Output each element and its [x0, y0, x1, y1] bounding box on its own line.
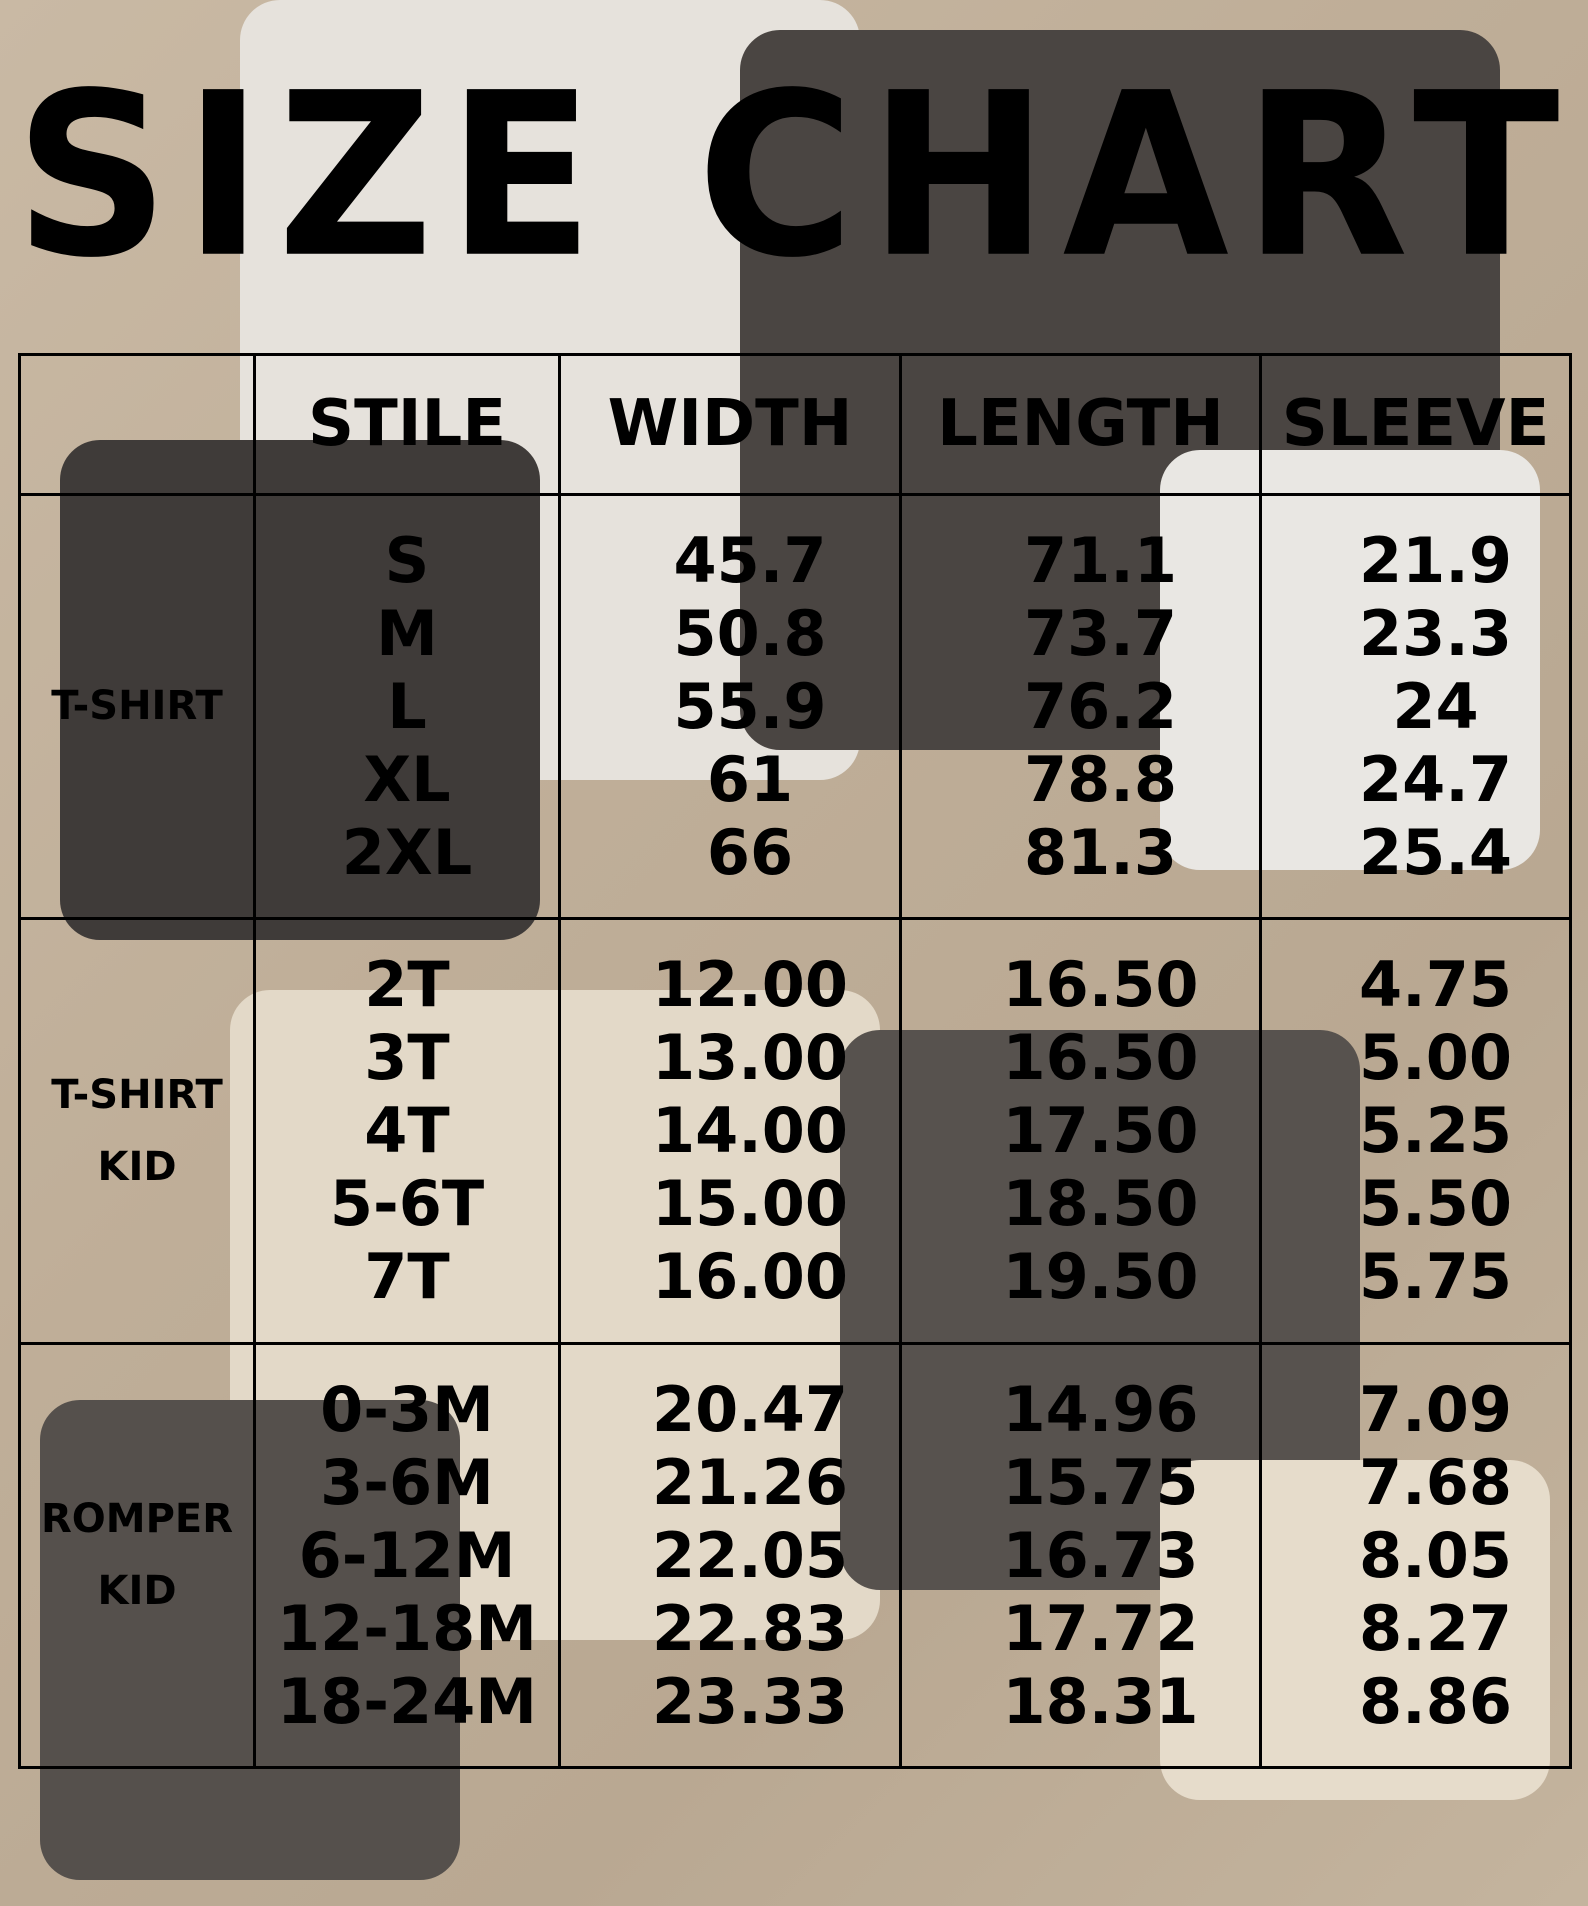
table-value: 7T — [364, 1240, 450, 1314]
group-label: ROMPER KID — [18, 1341, 256, 1769]
table-value: M — [376, 596, 438, 670]
table-value: 4T — [364, 1094, 450, 1168]
table-value: 24 — [1392, 669, 1479, 743]
column-header: SLEEVE — [1259, 353, 1572, 496]
column-header: STILE — [253, 353, 561, 496]
table-value: 18.31 — [1002, 1664, 1199, 1738]
table-value: 76.2 — [1024, 669, 1177, 743]
table-value: 4.75 — [1359, 948, 1512, 1022]
table-value: 22.05 — [651, 1518, 849, 1592]
table-value: 14.00 — [651, 1094, 849, 1168]
table-value: 50.8 — [673, 596, 827, 670]
table-value: 3T — [364, 1021, 450, 1095]
table-value: 13.00 — [651, 1021, 849, 1095]
table-value: S — [384, 523, 430, 597]
table-value: 6-12M — [298, 1518, 516, 1592]
column-cell: 20.47 21.26 22.05 22.83 23.33 — [558, 1341, 902, 1769]
table-value: 16.00 — [651, 1240, 849, 1314]
column-cell: 45.7 50.8 55.9 61 66 — [558, 492, 902, 921]
table-value: 20.47 — [651, 1372, 849, 1446]
table-value: 16.50 — [1002, 948, 1199, 1022]
table-value: L — [387, 669, 427, 743]
corner-cell — [18, 353, 256, 496]
table-value: 5.75 — [1359, 1240, 1512, 1314]
table-value: 55.9 — [673, 669, 827, 743]
table-value: 71.1 — [1024, 523, 1177, 597]
table-value: 2XL — [341, 815, 473, 889]
table-value: 5.00 — [1359, 1021, 1512, 1095]
table-value: 5.25 — [1359, 1094, 1512, 1168]
table-value: 15.00 — [651, 1167, 849, 1241]
table-value: 19.50 — [1002, 1240, 1199, 1314]
table-value: 61 — [706, 742, 794, 816]
column-cell: S M L XL 2XL — [253, 492, 561, 921]
column-cell: 0-3M 3-6M 6-12M 12-18M 18-24M — [253, 1341, 561, 1769]
group-row: T-SHIRT S M L XL 2XL 45.7 50.8 55.9 61 66 71.1 73.7 7… — [18, 492, 1572, 921]
table-value: 23.33 — [651, 1664, 849, 1738]
table-value: 78.8 — [1024, 742, 1177, 816]
column-cell: 71.1 73.7 76.2 78.8 81.3 — [899, 492, 1262, 921]
table-value: 17.50 — [1002, 1094, 1199, 1168]
table-value: XL — [363, 742, 451, 816]
table-value: 17.72 — [1002, 1591, 1199, 1665]
table-value: 8.05 — [1359, 1518, 1512, 1592]
table-value: 3-6M — [320, 1445, 494, 1519]
column-cell: 14.96 15.75 16.73 17.72 18.31 — [899, 1341, 1262, 1769]
table-value: 8.86 — [1359, 1664, 1512, 1738]
column-cell: 16.50 16.50 17.50 18.50 19.50 — [899, 917, 1262, 1345]
table-value: 5-6T — [329, 1167, 485, 1241]
table-value: 23.3 — [1359, 596, 1512, 670]
table-value: 66 — [706, 815, 794, 889]
page-title: SIZE CHART — [14, 43, 1574, 308]
table-value: 24.7 — [1359, 742, 1512, 816]
table-value: 22.83 — [651, 1591, 849, 1665]
table-value: 18-24M — [277, 1664, 537, 1738]
column-cell: 4.75 5.00 5.25 5.50 5.75 — [1259, 917, 1572, 1345]
table-value: 45.7 — [673, 523, 827, 597]
column-cell: 21.9 23.3 24 24.7 25.4 — [1259, 492, 1572, 921]
table-value: 8.27 — [1359, 1591, 1512, 1665]
column-cell: 7.09 7.68 8.05 8.27 8.86 — [1259, 1341, 1572, 1769]
table-value: 21.9 — [1359, 523, 1512, 597]
group-row: ROMPER KID 0-3M 3-6M 6-12M 12-18M 18-24M 20.47 2… — [18, 1341, 1572, 1769]
table-value: 14.96 — [1002, 1372, 1199, 1446]
table-value: 81.3 — [1024, 815, 1177, 889]
group-row: T-SHIRT KID 2T 3T 4T 5-6T 7T 12.00 13.00 14.00 15.… — [18, 917, 1572, 1345]
table-value: 21.26 — [651, 1445, 849, 1519]
table-value: 5.50 — [1359, 1167, 1512, 1241]
table-value: 7.09 — [1359, 1372, 1512, 1446]
size-table: STILE WIDTH LENGTH SLEEVE T-SHIRT S M L XL 2X… — [18, 353, 1572, 1769]
column-header: WIDTH — [558, 353, 902, 496]
column-header: LENGTH — [899, 353, 1262, 496]
group-label: T-SHIRT — [18, 492, 256, 921]
group-label: T-SHIRT KID — [18, 917, 256, 1345]
table-value: 12.00 — [651, 948, 849, 1022]
table-value: 73.7 — [1024, 596, 1177, 670]
table-value: 16.50 — [1002, 1021, 1199, 1095]
column-cell: 2T 3T 4T 5-6T 7T — [253, 917, 561, 1345]
table-value: 7.68 — [1359, 1445, 1512, 1519]
table-value: 12-18M — [277, 1591, 537, 1665]
header-row: STILE WIDTH LENGTH SLEEVE — [18, 353, 1572, 496]
table-value: 0-3M — [320, 1372, 494, 1446]
table-value: 2T — [364, 948, 450, 1022]
table-value: 18.50 — [1002, 1167, 1199, 1241]
table-value: 15.75 — [1002, 1445, 1199, 1519]
column-cell: 12.00 13.00 14.00 15.00 16.00 — [558, 917, 902, 1345]
table-value: 25.4 — [1359, 815, 1512, 889]
table-value: 16.73 — [1002, 1518, 1199, 1592]
